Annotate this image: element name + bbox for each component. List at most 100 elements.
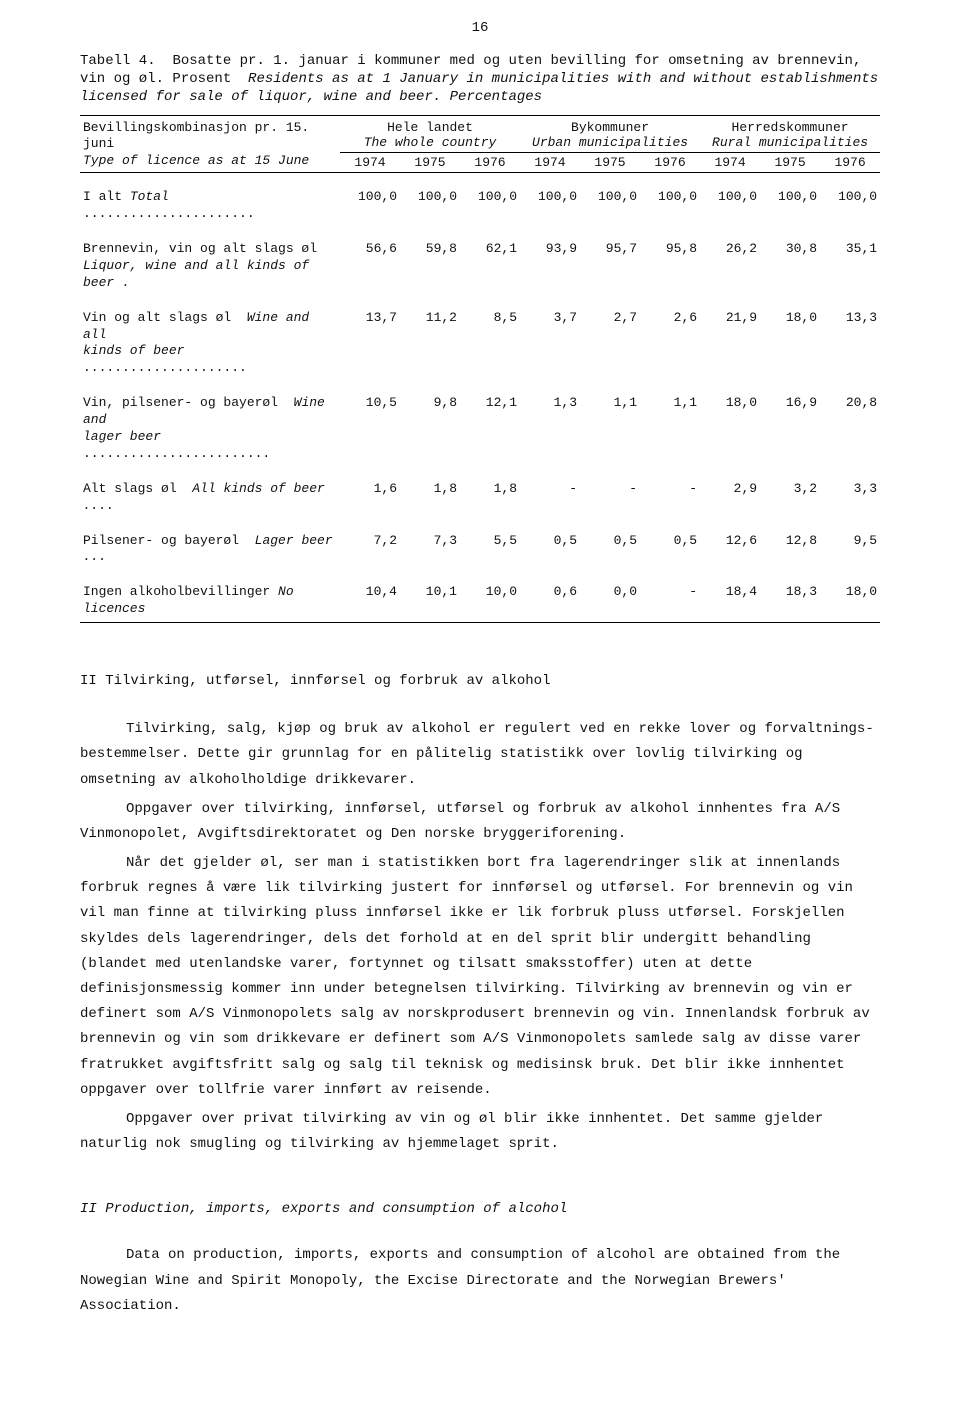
cell: 95,7 [580, 239, 640, 294]
table-row: Vin, pilsener- og bayerøl Wine andlager … [80, 393, 880, 465]
table-row: Alt slags øl All kinds of beer ....1,61,… [80, 479, 880, 517]
cell: 2,9 [700, 479, 760, 517]
group-head-eng: The whole country [364, 135, 497, 150]
cell: 3,7 [520, 308, 580, 380]
main-table: Bevillingskombinasjon pr. 15. juni Type … [80, 118, 880, 621]
cell: 0,5 [580, 531, 640, 569]
cell: 12,6 [700, 531, 760, 569]
cell: 1,1 [640, 393, 700, 465]
page-number: 16 [80, 20, 880, 36]
paragraph: Oppgaver over privat tilvirking av vin o… [80, 1107, 880, 1157]
cell: 100,0 [460, 187, 520, 225]
row-label: Brennevin, vin og alt slags ølLiquor, wi… [80, 239, 340, 294]
cell: 62,1 [460, 239, 520, 294]
cell: - [640, 479, 700, 517]
cell: 20,8 [820, 393, 880, 465]
cell: 12,1 [460, 393, 520, 465]
cell: 10,5 [340, 393, 400, 465]
row-label: Vin, pilsener- og bayerøl Wine andlager … [80, 393, 340, 465]
cell: 95,8 [640, 239, 700, 294]
col-year: 1976 [820, 152, 880, 172]
cell: 1,3 [520, 393, 580, 465]
cell: 7,3 [400, 531, 460, 569]
cell: 1,8 [460, 479, 520, 517]
cell: 10,4 [340, 582, 400, 620]
cell: 10,1 [400, 582, 460, 620]
cell: 13,7 [340, 308, 400, 380]
col-year: 1974 [700, 152, 760, 172]
cell: 1,8 [400, 479, 460, 517]
cell: 12,8 [760, 531, 820, 569]
cell: 26,2 [700, 239, 760, 294]
col-year: 1976 [640, 152, 700, 172]
cell: 0,5 [520, 531, 580, 569]
cell: 16,9 [760, 393, 820, 465]
col-year: 1975 [400, 152, 460, 172]
cell: 2,7 [580, 308, 640, 380]
col-year: 1975 [760, 152, 820, 172]
paragraph: Tilvirking, salg, kjøp og bruk av alkoho… [80, 717, 880, 793]
cell: 30,8 [760, 239, 820, 294]
col-year: 1974 [520, 152, 580, 172]
cell: 100,0 [400, 187, 460, 225]
cell: 35,1 [820, 239, 880, 294]
table-bottom-rule [80, 622, 880, 623]
cell: 93,9 [520, 239, 580, 294]
cell: 18,0 [760, 308, 820, 380]
row-label: I alt Total ...................... [80, 187, 340, 225]
cell: 59,8 [400, 239, 460, 294]
section-heading-eng: II Production, imports, exports and cons… [80, 1201, 880, 1217]
cell: 100,0 [340, 187, 400, 225]
table-row: Pilsener- og bayerøl Lager beer ...7,27,… [80, 531, 880, 569]
section-heading: II Tilvirking, utførsel, innførsel og fo… [80, 673, 880, 689]
cell: 21,9 [700, 308, 760, 380]
row-label: Pilsener- og bayerøl Lager beer ... [80, 531, 340, 569]
row-label: Vin og alt slags øl Wine and allkinds of… [80, 308, 340, 380]
cell: 0,0 [580, 582, 640, 620]
group-head: Herredskommuner [732, 120, 849, 135]
stub-head-eng: Type of licence as at 15 June [83, 153, 309, 168]
cell: 18,3 [760, 582, 820, 620]
cell: 8,5 [460, 308, 520, 380]
paragraph: Data on production, imports, exports and… [80, 1243, 880, 1319]
cell: 100,0 [820, 187, 880, 225]
table-top-rule [80, 115, 880, 116]
col-year: 1976 [460, 152, 520, 172]
cell: 18,0 [820, 582, 880, 620]
cell: 18,4 [700, 582, 760, 620]
cell: 2,6 [640, 308, 700, 380]
row-label: Ingen alkoholbevillinger No licences [80, 582, 340, 620]
cell: 100,0 [700, 187, 760, 225]
cell: - [580, 479, 640, 517]
cell: 1,6 [340, 479, 400, 517]
table-caption: Tabell 4. Bosatte pr. 1. januar i kommun… [80, 52, 880, 107]
cell: 100,0 [520, 187, 580, 225]
stub-head-nor: Bevillingskombinasjon pr. 15. juni [83, 120, 309, 152]
cell: 10,0 [460, 582, 520, 620]
cell: 7,2 [340, 531, 400, 569]
table-row: Ingen alkoholbevillinger No licences10,4… [80, 582, 880, 620]
cell: 100,0 [760, 187, 820, 225]
cell: 56,6 [340, 239, 400, 294]
paragraph: Når det gjelder øl, ser man i statistikk… [80, 851, 880, 1103]
group-head: Bykommuner [571, 120, 649, 135]
cell: - [520, 479, 580, 517]
group-head-eng: Rural municipalities [712, 135, 868, 150]
cell: 100,0 [580, 187, 640, 225]
col-year: 1975 [580, 152, 640, 172]
cell: 100,0 [640, 187, 700, 225]
table-row: Brennevin, vin og alt slags ølLiquor, wi… [80, 239, 880, 294]
cell: 18,0 [700, 393, 760, 465]
cell: 9,5 [820, 531, 880, 569]
cell: 0,6 [520, 582, 580, 620]
table-label: Tabell 4. [80, 53, 156, 69]
cell: 1,1 [580, 393, 640, 465]
cell: - [640, 582, 700, 620]
cell: 11,2 [400, 308, 460, 380]
cell: 9,8 [400, 393, 460, 465]
cell: 13,3 [820, 308, 880, 380]
cell: 0,5 [640, 531, 700, 569]
paragraph: Oppgaver over tilvirking, innførsel, utf… [80, 797, 880, 847]
table-row: Vin og alt slags øl Wine and allkinds of… [80, 308, 880, 380]
cell: 3,3 [820, 479, 880, 517]
